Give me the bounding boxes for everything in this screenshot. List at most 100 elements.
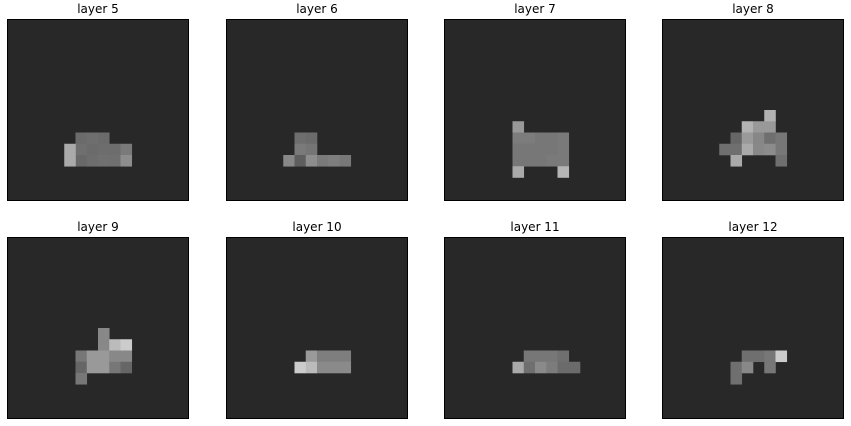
voxel-grid-canvas	[227, 238, 407, 418]
voxel-cell	[764, 350, 776, 363]
voxel-cell	[86, 143, 99, 156]
voxel-cell	[741, 361, 754, 374]
voxel-cell	[719, 143, 731, 156]
panel-title: layer 6	[296, 2, 338, 16]
voxel-cell	[75, 132, 88, 145]
voxel-cell	[523, 143, 536, 156]
panel-title: layer 8	[732, 2, 774, 16]
voxel-cell	[512, 121, 525, 133]
grid-background	[227, 238, 407, 418]
voxel-cell	[512, 361, 525, 374]
voxel-cell	[775, 350, 788, 363]
voxel-cell	[512, 132, 525, 145]
voxel-cell	[568, 361, 581, 374]
voxel-cell	[741, 143, 754, 156]
voxel-cell	[339, 350, 352, 363]
voxel-cell	[75, 361, 88, 374]
voxel-cell	[764, 110, 776, 122]
voxel-cell	[305, 132, 318, 145]
voxel-cell	[75, 143, 88, 156]
voxel-cell	[294, 132, 307, 145]
voxel-cell	[730, 373, 743, 385]
voxel-cell	[764, 121, 776, 133]
voxel-cell	[523, 361, 536, 374]
voxel-cell	[339, 361, 352, 374]
grid-background	[227, 20, 407, 200]
voxel-cell	[775, 143, 788, 156]
voxel-cell	[557, 132, 570, 145]
voxel-cell	[557, 350, 570, 363]
voxel-cell	[328, 350, 340, 363]
voxel-cell	[523, 350, 536, 363]
voxel-grid	[662, 237, 844, 419]
voxel-cell	[294, 361, 307, 374]
voxel-cell	[523, 132, 536, 145]
voxel-cell	[98, 361, 110, 374]
voxel-cell	[98, 143, 110, 156]
voxel-grid-canvas	[8, 238, 188, 418]
voxel-cell	[764, 132, 776, 145]
voxel-cell	[535, 361, 547, 374]
voxel-cell	[317, 361, 329, 374]
panel-title: layer 5	[77, 2, 119, 16]
voxel-grid	[444, 237, 626, 419]
voxel-cell	[109, 361, 121, 374]
voxel-cell	[98, 350, 110, 363]
voxel-cell	[546, 361, 558, 374]
voxel-cell	[753, 143, 765, 156]
voxel-cell	[86, 155, 99, 167]
voxel-cell	[512, 143, 525, 156]
voxel-cell	[753, 350, 765, 363]
voxel-cell	[741, 350, 754, 363]
voxel-cell	[546, 155, 558, 167]
voxel-cell	[546, 143, 558, 156]
voxel-cell	[64, 143, 76, 156]
grid-background	[445, 20, 625, 200]
voxel-cell	[557, 361, 570, 374]
voxel-cell	[317, 155, 329, 167]
voxel-cell	[535, 132, 547, 145]
voxel-grid	[226, 237, 408, 419]
voxel-cell	[339, 155, 352, 167]
grid-background	[663, 238, 843, 418]
voxel-cell	[283, 155, 295, 167]
voxel-cell	[86, 350, 99, 363]
voxel-cell	[75, 350, 88, 363]
voxel-cell	[305, 143, 318, 156]
voxel-cell	[730, 155, 743, 167]
voxel-cell	[98, 132, 110, 145]
voxel-cell	[75, 373, 88, 385]
voxel-grid	[7, 19, 189, 201]
voxel-cell	[753, 132, 765, 145]
voxel-cell	[294, 143, 307, 156]
voxel-cell	[557, 166, 570, 178]
voxel-cell	[98, 328, 110, 340]
panel-title: layer 7	[514, 2, 556, 16]
voxel-grid	[662, 19, 844, 201]
voxel-cell	[294, 155, 307, 167]
voxel-cell	[753, 121, 765, 133]
voxel-cell	[535, 155, 547, 167]
panel-title: layer 11	[510, 220, 560, 234]
voxel-cell	[546, 350, 558, 363]
voxel-cell	[109, 155, 121, 167]
voxel-cell	[730, 132, 743, 145]
voxel-cell	[328, 155, 340, 167]
voxel-cell	[328, 361, 340, 374]
voxel-cell	[557, 143, 570, 156]
voxel-cell	[775, 155, 788, 167]
voxel-cell	[730, 361, 743, 374]
panel-title: layer 10	[292, 220, 342, 234]
voxel-cell	[109, 143, 121, 156]
panel-title: layer 9	[77, 220, 119, 234]
voxel-cell	[764, 361, 776, 374]
voxel-cell	[512, 166, 525, 178]
voxel-cell	[305, 361, 318, 374]
voxel-cell	[120, 339, 133, 351]
voxel-grid-canvas	[445, 238, 625, 418]
voxel-grid-canvas	[445, 20, 625, 200]
voxel-cell	[317, 350, 329, 363]
voxel-grid-canvas	[663, 20, 843, 200]
voxel-grid	[226, 19, 408, 201]
voxel-grid-canvas	[227, 20, 407, 200]
